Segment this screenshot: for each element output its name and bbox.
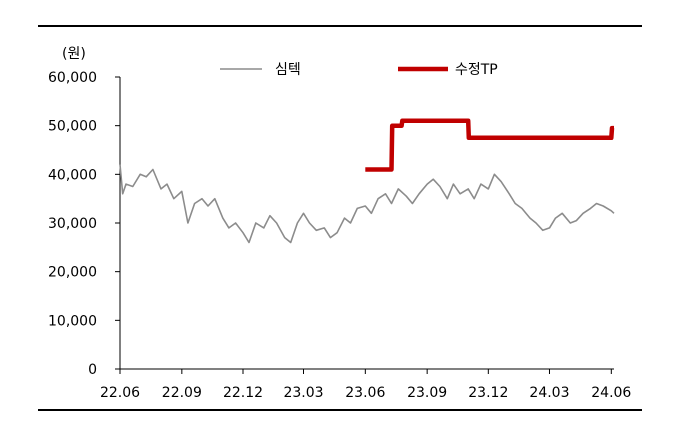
y-unit-label: (원): [62, 46, 86, 62]
y-tick-label: 60,000: [48, 70, 97, 86]
series-line-target-price: [365, 118, 615, 172]
x-tick-label: 23.06: [345, 385, 385, 401]
x-tick-label: 23.12: [468, 385, 508, 401]
y-tick-label: 0: [88, 362, 97, 378]
plot-series: [119, 118, 615, 244]
x-tick-label: 23.03: [283, 385, 323, 401]
x-tick-label: 23.09: [407, 385, 447, 401]
y-tick-label: 10,000: [48, 313, 97, 329]
y-axis: 0 10,000 20,000 30,000 40,000 50,000 60,000: [48, 70, 121, 378]
x-tick-label: 24.03: [529, 385, 569, 401]
x-tick-label: 24.06: [591, 385, 631, 401]
legend-label: 수정TP: [455, 62, 498, 78]
y-tick-label: 30,000: [48, 216, 97, 232]
series-line-stock-price: [119, 164, 615, 244]
legend-label: 심텍: [275, 62, 301, 78]
x-axis: 22.06 22.09 22.12 23.03 23.06 23.09 23.12 24.03…: [100, 368, 631, 401]
x-tick-label: 22.12: [223, 385, 263, 401]
x-tick-label: 22.09: [162, 385, 202, 401]
x-tick-label: 22.06: [100, 385, 140, 401]
y-tick-label: 50,000: [48, 119, 97, 135]
y-tick-label: 40,000: [48, 167, 97, 183]
legend: 심텍 수정TP: [220, 62, 498, 78]
y-tick-label: 20,000: [48, 265, 97, 281]
